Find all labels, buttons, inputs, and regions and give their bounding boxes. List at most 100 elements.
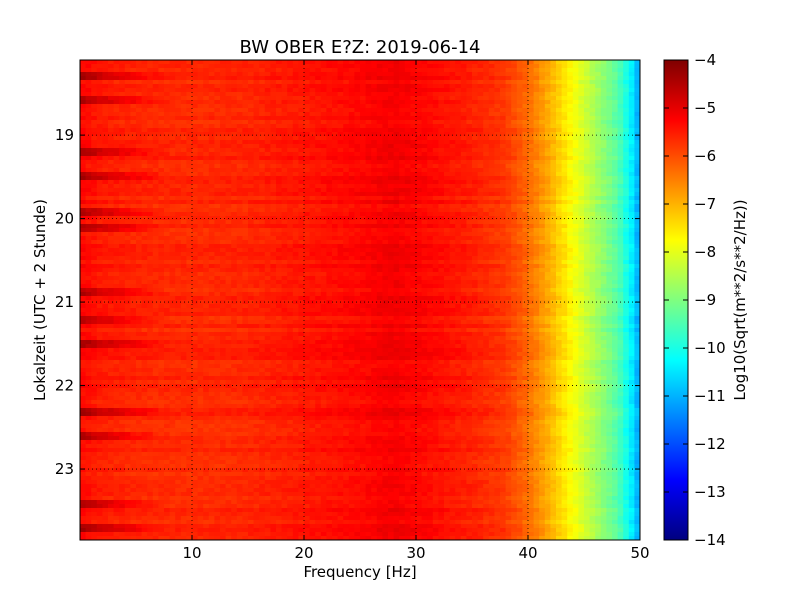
heatmap-cell xyxy=(466,192,473,197)
heatmap-cell xyxy=(589,92,596,97)
heatmap-cell xyxy=(371,200,378,205)
heatmap-cell xyxy=(354,92,361,97)
heatmap-cell xyxy=(85,84,92,89)
heatmap-cell xyxy=(169,108,176,113)
heatmap-cell xyxy=(382,128,389,133)
heatmap-cell xyxy=(220,92,227,97)
heatmap-cell xyxy=(253,124,260,129)
heatmap-cell xyxy=(360,180,367,185)
heatmap-cell xyxy=(253,220,260,225)
heatmap-cell xyxy=(455,256,462,261)
heatmap-cell xyxy=(539,72,546,77)
heatmap-cell xyxy=(242,104,249,109)
heatmap-cell xyxy=(404,212,411,217)
heatmap-cell xyxy=(348,100,355,105)
heatmap-cell xyxy=(516,232,523,237)
heatmap-cell xyxy=(617,236,624,241)
heatmap-cell xyxy=(388,244,395,249)
heatmap-cell xyxy=(472,148,479,153)
heatmap-cell xyxy=(617,204,624,209)
heatmap-cell xyxy=(382,156,389,161)
heatmap-cell xyxy=(556,256,563,261)
heatmap-cell xyxy=(320,68,327,73)
heatmap-cell xyxy=(567,60,574,65)
heatmap-cell xyxy=(550,240,557,245)
heatmap-cell xyxy=(253,224,260,229)
heatmap-cell xyxy=(259,220,266,225)
heatmap-cell xyxy=(556,64,563,69)
heatmap-cell xyxy=(376,104,383,109)
heatmap-cell xyxy=(348,204,355,209)
heatmap-cell xyxy=(399,100,406,105)
heatmap-cell xyxy=(382,76,389,81)
chart-title: BW OBER E?Z: 2019-06-14 xyxy=(240,37,481,58)
heatmap-cell xyxy=(292,88,299,93)
heatmap-cell xyxy=(180,160,187,165)
heatmap-cell xyxy=(208,152,215,157)
heatmap-cell xyxy=(438,140,445,145)
heatmap-cell xyxy=(85,172,92,177)
heatmap-cell xyxy=(236,176,243,181)
heatmap-cell xyxy=(270,96,277,101)
heatmap-cell xyxy=(158,252,165,257)
heatmap-cell xyxy=(477,168,484,173)
heatmap-cell xyxy=(80,132,87,137)
heatmap-cell xyxy=(600,248,607,253)
heatmap-cell xyxy=(309,208,316,213)
heatmap-cell xyxy=(623,208,630,213)
heatmap-cell xyxy=(164,232,171,237)
heatmap-cell xyxy=(80,192,87,197)
heatmap-cell xyxy=(544,208,551,213)
heatmap-cell xyxy=(197,72,204,77)
heatmap-cell xyxy=(399,120,406,125)
heatmap-cell xyxy=(488,184,495,189)
heatmap-cell xyxy=(147,256,154,261)
heatmap-cell xyxy=(147,236,154,241)
heatmap-cell xyxy=(231,108,238,113)
heatmap-cell xyxy=(466,60,473,65)
heatmap-cell xyxy=(343,124,350,129)
heatmap-cell xyxy=(309,240,316,245)
heatmap-cell xyxy=(634,120,640,125)
heatmap-cell xyxy=(516,128,523,133)
heatmap-cell xyxy=(432,200,439,205)
heatmap-cell xyxy=(298,220,305,225)
heatmap-cell xyxy=(483,104,490,109)
heatmap-cell xyxy=(164,216,171,221)
heatmap-cell xyxy=(617,132,624,137)
heatmap-cell xyxy=(225,188,232,193)
heatmap-cell xyxy=(270,248,277,253)
heatmap-cell xyxy=(298,128,305,133)
heatmap-cell xyxy=(164,116,171,121)
heatmap-cell xyxy=(326,72,333,77)
heatmap-cell xyxy=(376,176,383,181)
heatmap-cell xyxy=(231,184,238,189)
heatmap-cell xyxy=(220,68,227,73)
heatmap-cell xyxy=(85,156,92,161)
heatmap-cell xyxy=(388,152,395,157)
heatmap-cell xyxy=(192,172,199,177)
heatmap-cell xyxy=(488,92,495,97)
heatmap-cell xyxy=(410,144,417,149)
heatmap-cell xyxy=(365,80,372,85)
heatmap-cell xyxy=(466,240,473,245)
heatmap-cell xyxy=(449,140,456,145)
heatmap-cell xyxy=(276,176,283,181)
heatmap-cell xyxy=(455,160,462,165)
heatmap-cell xyxy=(382,140,389,145)
heatmap-cell xyxy=(455,152,462,157)
heatmap-cell xyxy=(287,64,294,69)
heatmap-cell xyxy=(393,180,400,185)
heatmap-cell xyxy=(253,108,260,113)
heatmap-cell xyxy=(589,116,596,121)
heatmap-cell xyxy=(242,212,249,217)
heatmap-cell xyxy=(528,140,535,145)
heatmap-cell xyxy=(214,188,221,193)
heatmap-cell xyxy=(164,96,171,101)
heatmap-cell xyxy=(360,72,367,77)
heatmap-cell xyxy=(472,212,479,217)
heatmap-cell xyxy=(432,184,439,189)
heatmap-cell xyxy=(382,240,389,245)
heatmap-cell xyxy=(612,208,619,213)
heatmap-cell xyxy=(158,192,165,197)
